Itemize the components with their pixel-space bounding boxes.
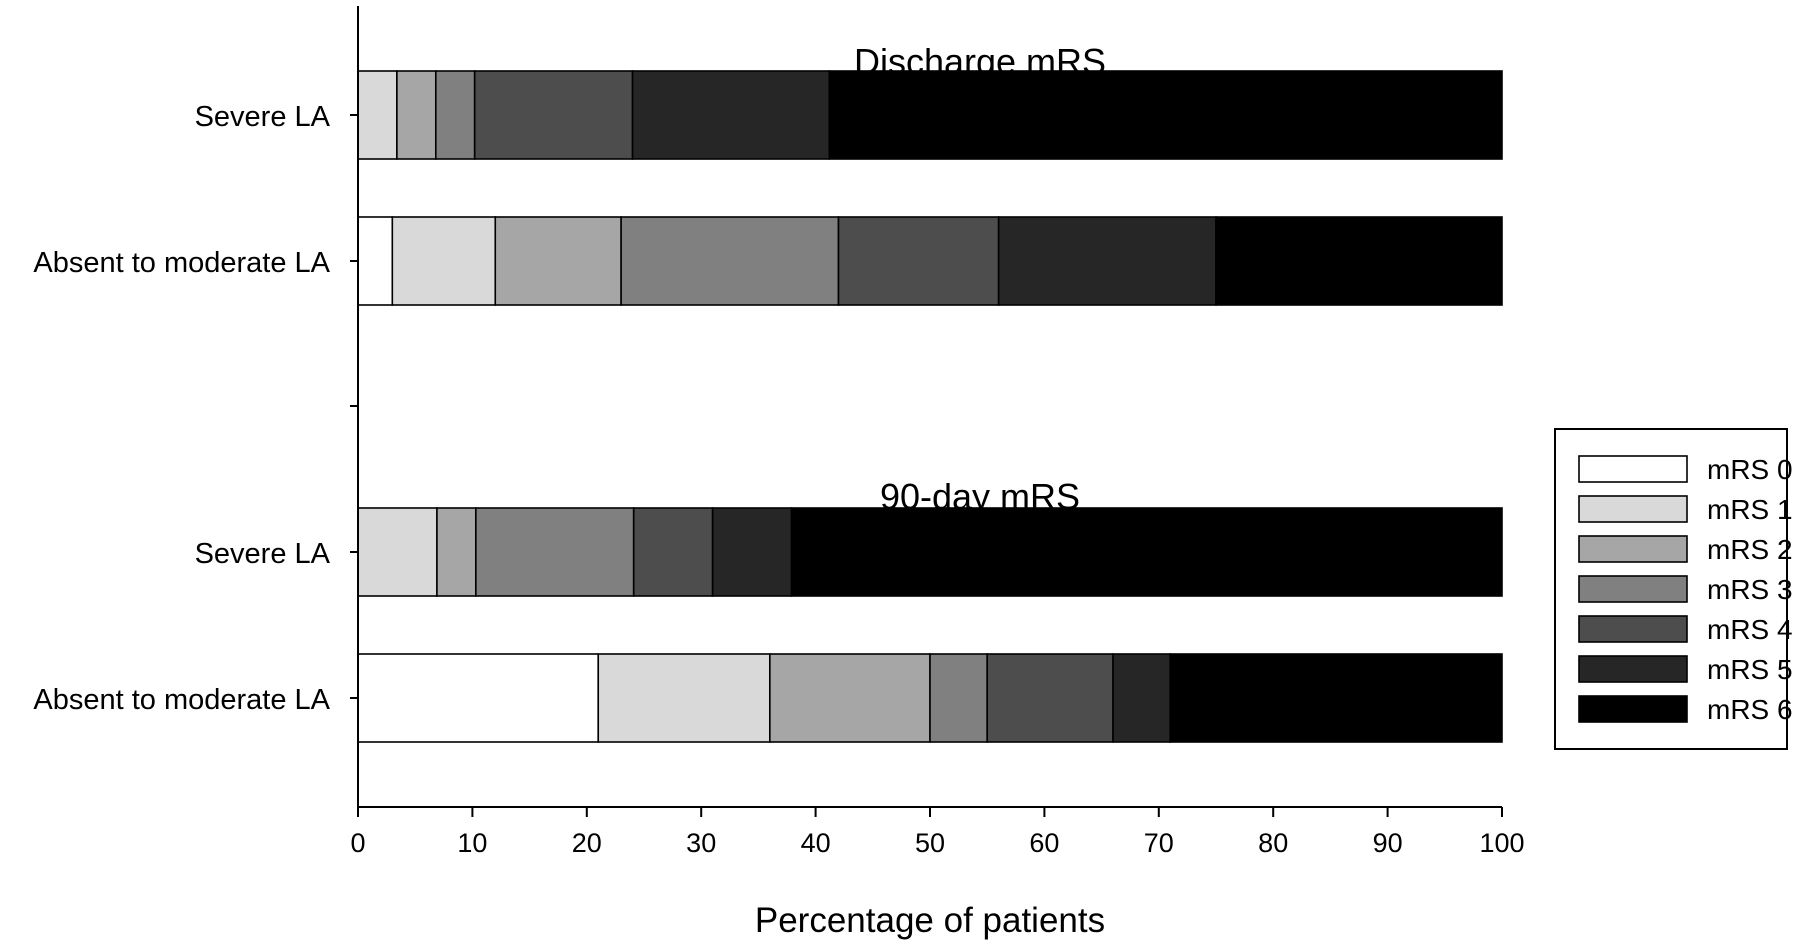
bar-segment [631, 70, 831, 160]
legend-swatch [1578, 695, 1688, 723]
bar-segment [597, 653, 771, 743]
x-tick-label: 10 [457, 828, 487, 858]
group-title: 90-day mRS [880, 476, 1080, 517]
bars-layer [357, 70, 1503, 743]
group-title: Discharge mRS [854, 41, 1106, 82]
x-tick-label: 40 [801, 828, 831, 858]
x-tick-label: 30 [686, 828, 716, 858]
bar-segment [1215, 216, 1503, 306]
legend-swatch [1578, 655, 1688, 683]
bar-segment [494, 216, 622, 306]
legend-swatch [1578, 575, 1688, 603]
bar-segment [396, 70, 437, 160]
x-tick-label: 60 [1029, 828, 1059, 858]
x-tick-label: 70 [1144, 828, 1174, 858]
legend-swatch [1578, 615, 1688, 643]
bar-segment [357, 507, 438, 597]
x-tick-label: 100 [1479, 828, 1524, 858]
category-label: Severe LA [195, 101, 331, 133]
legend-label: mRS 2 [1707, 534, 1793, 565]
bar-segment [711, 507, 793, 597]
x-tick-label: 50 [915, 828, 945, 858]
bar-segment [434, 70, 476, 160]
bar-segment [357, 653, 600, 743]
category-label: Absent to moderate LA [33, 247, 330, 279]
x-tick-label: 20 [572, 828, 602, 858]
legend: mRS 0 mRS 1 mRS 2 mRS 3 mRS 4 mRS 5 mRS 6 [1554, 428, 1793, 750]
legend-label: mRS 1 [1707, 494, 1793, 525]
bar-segment [473, 70, 634, 160]
bar-segment [620, 216, 840, 306]
bar-segment [929, 653, 989, 743]
category-label: Absent to moderate LA [33, 684, 330, 716]
bar-segment [837, 216, 1000, 306]
bar-segment [357, 70, 398, 160]
legend-swatch [1578, 535, 1688, 563]
x-tick-label: 0 [350, 828, 365, 858]
bar-segment [475, 507, 635, 597]
bar-segment [1169, 653, 1503, 743]
bar-segment [986, 653, 1114, 743]
legend-label: mRS 3 [1707, 574, 1793, 605]
legend-swatch [1578, 495, 1688, 523]
x-tick-label: 90 [1373, 828, 1403, 858]
bar-segment [357, 216, 394, 306]
bar-segment [632, 507, 714, 597]
labels-layer: Discharge mRS Severe LA Absent to moderate… [33, 41, 1524, 940]
legend-label: mRS 4 [1707, 614, 1793, 645]
bar-segment [769, 653, 931, 743]
bar-segment [1112, 653, 1172, 743]
legend-label: mRS 6 [1707, 694, 1793, 725]
legend-label: mRS 5 [1707, 654, 1793, 685]
x-axis-title: Percentage of patients [755, 901, 1105, 940]
bar-segment [436, 507, 477, 597]
category-label: Severe LA [195, 538, 331, 570]
bar-segment [828, 70, 1503, 160]
legend-swatch [1578, 455, 1688, 483]
axes-layer [350, 6, 1503, 817]
bar-segment [997, 216, 1217, 306]
bar-segment [790, 507, 1503, 597]
bar-segment [391, 216, 497, 306]
legend-label: mRS 0 [1707, 454, 1793, 485]
x-tick-label: 80 [1258, 828, 1288, 858]
